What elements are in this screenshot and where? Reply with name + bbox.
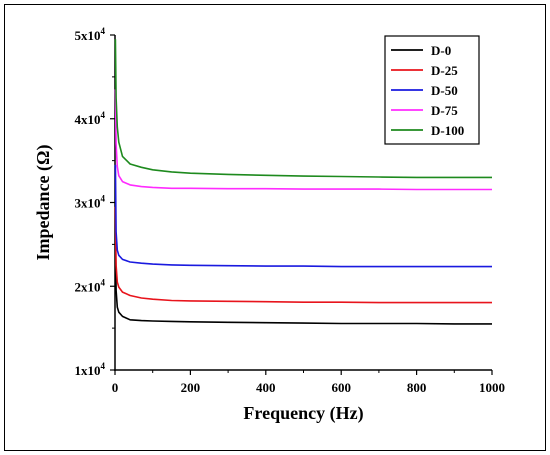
legend-label-d-100: D-100 [431,123,464,138]
x-tick-label: 600 [331,380,351,395]
y-tick-label: 2x104 [75,277,106,294]
x-axis-title: Frequency (Hz) [243,403,363,424]
y-axis-title: Impedance (Ω) [33,145,54,261]
axes: 0 200 400 600 800 1000 1x104 2x104 3x104 4x104 5x1… [33,26,505,424]
y-tick-label: 1x104 [75,361,106,378]
legend-label-d-50: D-50 [431,83,458,98]
series-line-d-100 [114,39,492,179]
line-chart: 0 200 400 600 800 1000 1x104 2x104 3x104 4x104 5x1… [33,26,505,424]
series-line-d-0 [114,231,492,325]
series-group [114,39,492,325]
series-line-d-50 [114,164,492,268]
legend-label-d-25: D-25 [431,63,458,78]
x-tick-label: 1000 [479,380,505,395]
x-tick-label: 800 [407,380,427,395]
y-tick-label: 4x104 [75,110,106,127]
legend-label-d-75: D-75 [431,103,458,118]
x-tick-label: 400 [256,380,276,395]
legend-label-d-0: D-0 [431,43,451,58]
y-tick-label: 3x104 [75,194,106,211]
y-tick-label: 5x104 [75,26,106,43]
x-tick-label: 200 [181,380,201,395]
series-line-d-25 [114,206,492,304]
legend: D-0 D-25 D-50 D-75 D-100 [384,35,480,145]
chart-figure: 0 200 400 600 800 1000 1x104 2x104 3x104 4x104 5x1… [4,4,546,451]
x-tick-label: 0 [112,380,119,395]
series-line-d-75 [114,89,492,191]
